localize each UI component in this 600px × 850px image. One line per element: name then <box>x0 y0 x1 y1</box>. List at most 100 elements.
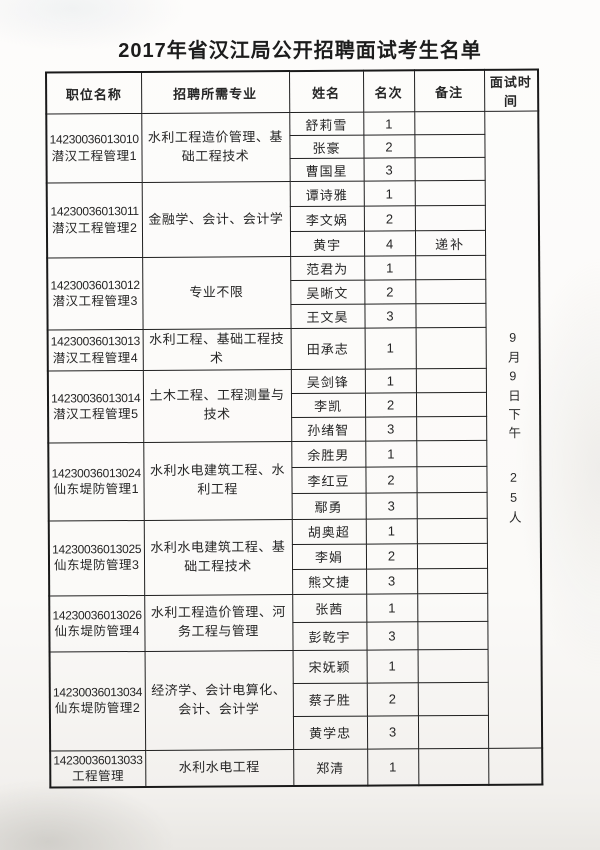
document-title: 2017年省汉江局公开招聘面试考生名单 <box>118 40 482 62</box>
candidate-rank: 3 <box>366 568 418 594</box>
candidate-row: 14230036013013 潜汉工程管理4 水利工程、基础工程技术 田承志 1 <box>47 327 540 371</box>
required-major-cell: 水利工程造价管理、河务工程与管理 <box>144 594 293 652</box>
candidate-row: 14230036013010 潜汉工程管理1 水利工程造价管理、基础工程技术 舒莉雪 1… <box>46 111 543 749</box>
candidate-row: 14230036013012 潜汉工程管理3 专业不限 范君为 1 <box>47 255 539 331</box>
candidate-name: 鄢勇 <box>291 492 366 520</box>
candidate-rank: 1 <box>364 368 416 393</box>
position-name: 仙东堤防管理1 <box>53 481 140 497</box>
candidate-remark <box>417 568 488 594</box>
candidate-row: 14230036013033 工程管理 水利水电工程 郑清 1 <box>50 747 543 788</box>
position-code: 14230036013011 <box>50 204 139 219</box>
position-cell: 14230036013025 仙东堤防管理3 <box>48 520 145 596</box>
position-cell: 14230036013024 仙东堤防管理1 <box>48 442 144 521</box>
candidate-name: 舒莉雪 <box>289 112 364 136</box>
candidate-rank: 1 <box>363 180 415 207</box>
candidate-remark <box>416 543 488 569</box>
candidate-remark: 递补 <box>414 230 486 256</box>
position-cell: 14230036013012 潜汉工程管理3 <box>47 257 143 331</box>
position-code: 14230036013010 <box>49 132 139 147</box>
candidate-name: 曹国星 <box>289 158 364 182</box>
candidate-name: 李娟 <box>291 543 367 570</box>
col-header-interview-time: 面试时间 <box>484 69 539 112</box>
position-cell: 14230036013034 仙东堤防管理2 <box>49 651 146 751</box>
candidate-remark <box>414 111 485 135</box>
position-code: 14230036013014 <box>51 390 141 406</box>
candidate-rank: 2 <box>366 682 418 716</box>
candidate-remark <box>416 416 487 441</box>
candidate-remark <box>415 368 486 393</box>
candidate-rank: 1 <box>367 748 419 786</box>
position-cell: 14230036013033 工程管理 <box>50 750 146 788</box>
position-cell: 14230036013013 潜汉工程管理4 <box>47 329 143 371</box>
candidate-rank: 2 <box>363 134 415 159</box>
candidate-roster-table: 职位名称 招聘所需专业 姓名 名次 备注 面试时间 14230036013010… <box>45 68 544 789</box>
interview-time-empty-cell <box>488 747 543 786</box>
position-name: 工程管理 <box>72 769 125 784</box>
position-code: 14230036013013 <box>50 334 141 349</box>
required-major-cell: 水利工程造价管理、基础工程技术 <box>141 112 290 183</box>
candidate-row: 14230036013011 潜汉工程管理2 金融学、会计、会计学 谭诗雅 1 <box>46 180 539 259</box>
candidate-rank: 2 <box>363 205 415 232</box>
candidate-remark <box>417 593 488 622</box>
position-name: 潜汉工程管理2 <box>51 220 138 236</box>
interview-time-cell: 9月9日下午 25人 <box>484 111 543 749</box>
candidate-remark <box>414 205 485 231</box>
scanned-document-page: 2017年省汉江局公开招聘面试考生名单 职位名称 招聘所需专业 姓名 名次 备注… <box>0 34 600 850</box>
candidate-name: 孙绪智 <box>291 416 366 442</box>
required-major-cell: 水利水电建筑工程、水利工程 <box>143 441 292 521</box>
candidate-remark <box>416 440 487 467</box>
candidate-rank: 3 <box>363 157 415 182</box>
candidate-name: 吴剑锋 <box>290 368 365 394</box>
candidate-remark <box>415 255 486 280</box>
candidate-rank: 3 <box>364 303 416 329</box>
candidate-name: 郑清 <box>293 748 368 787</box>
candidate-rank: 2 <box>364 392 417 417</box>
position-code: 14230036013026 <box>52 607 142 623</box>
required-major-cell: 金融学、会计、会计学 <box>141 181 291 258</box>
position-name: 潜汉工程管理3 <box>52 294 138 309</box>
col-header-name: 姓名 <box>289 70 364 113</box>
required-major-cell: 专业不限 <box>142 256 291 330</box>
position-name: 潜汉工程管理4 <box>52 350 139 366</box>
position-code: 14230036013025 <box>52 542 142 557</box>
candidate-remark <box>414 134 485 158</box>
candidate-rank: 2 <box>365 466 417 493</box>
candidate-remark <box>416 466 487 493</box>
position-code: 14230036013034 <box>52 685 143 700</box>
candidate-remark <box>418 748 489 786</box>
candidate-name: 李文娲 <box>289 206 364 232</box>
candidate-name: 王文昊 <box>290 304 365 329</box>
position-cell: 14230036013011 潜汉工程管理2 <box>46 182 143 259</box>
candidate-rank: 4 <box>363 230 416 257</box>
candidate-remark <box>416 492 487 519</box>
candidate-remark <box>417 682 488 716</box>
candidate-rank: 1 <box>363 111 415 136</box>
position-code: 14230036013033 <box>53 752 143 768</box>
candidate-rank: 3 <box>365 492 417 519</box>
position-cell: 14230036013010 潜汉工程管理1 <box>46 113 142 184</box>
position-cell: 14230036013026 仙东堤防管理4 <box>49 595 145 652</box>
candidate-rank: 1 <box>365 518 417 544</box>
position-cell: 14230036013014 潜汉工程管理5 <box>47 370 144 443</box>
required-major-cell: 土木工程、工程测量与技术 <box>142 369 292 443</box>
candidate-name: 黄宇 <box>289 231 365 257</box>
candidate-name: 胡奥超 <box>291 518 366 545</box>
candidate-row: 14230036013024 仙东堤防管理1 水利水电建筑工程、水利工程 余胜男 1 <box>48 440 540 521</box>
col-header-remark: 备注 <box>414 69 485 112</box>
position-code: 14230036013024 <box>51 465 141 481</box>
position-name: 潜汉工程管理5 <box>53 406 139 422</box>
candidate-remark <box>415 279 486 304</box>
candidate-remark <box>414 157 485 181</box>
candidate-name: 张茜 <box>292 593 367 623</box>
candidate-row: 14230036013034 仙东堤防管理2 经济学、会计电算化、会计、会计学 宋妩颖… <box>49 649 542 751</box>
candidate-remark <box>415 392 487 417</box>
candidate-name: 范君为 <box>290 256 365 281</box>
position-name: 仙东堤防管理4 <box>54 623 140 639</box>
candidate-rank: 2 <box>364 279 416 305</box>
candidate-row: 14230036013025 仙东堤防管理3 水利水电建筑工程、基础工程技术 胡奥超 1 <box>48 518 541 596</box>
position-name: 仙东堤防管理2 <box>54 701 141 716</box>
candidate-name: 熊文捷 <box>292 568 367 595</box>
candidate-rank: 2 <box>365 543 418 569</box>
candidate-name: 宋妩颖 <box>292 649 367 684</box>
interview-date-text: 9月9日下午 <box>505 330 521 445</box>
